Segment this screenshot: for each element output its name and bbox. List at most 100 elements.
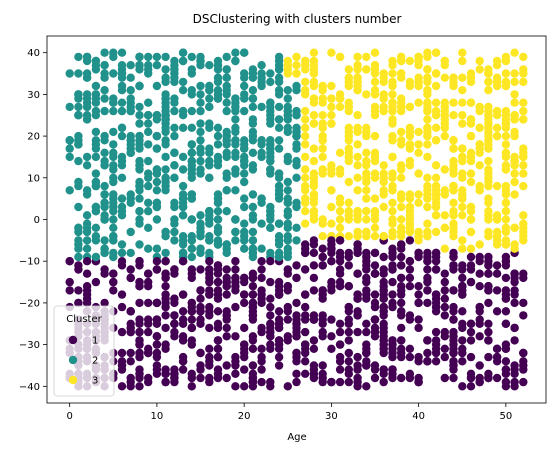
data-point [74, 94, 83, 103]
data-point [327, 257, 336, 266]
y-tick-label: −40 [19, 382, 40, 393]
data-point [257, 136, 266, 145]
data-point [301, 207, 310, 216]
data-point [152, 244, 162, 253]
data-point [466, 131, 476, 141]
data-point [449, 357, 458, 366]
data-point [379, 252, 388, 262]
legend-box [53, 305, 115, 397]
data-point [353, 232, 362, 241]
data-point [178, 319, 188, 328]
data-point [266, 223, 275, 232]
data-point [283, 219, 292, 228]
y-tick-label: 10 [27, 173, 40, 184]
data-point [449, 261, 458, 270]
data-point [379, 202, 388, 212]
data-point [117, 348, 127, 358]
data-point [196, 119, 205, 128]
data-point [458, 236, 467, 245]
data-point [274, 352, 284, 362]
data-point [519, 377, 528, 387]
data-point [144, 119, 153, 128]
data-point [510, 298, 519, 308]
data-point [440, 98, 449, 107]
data-point [109, 194, 118, 203]
data-point [65, 152, 74, 162]
data-point [283, 177, 292, 187]
data-point [405, 273, 415, 283]
data-point [379, 307, 388, 316]
data-point [492, 373, 502, 383]
data-point [344, 336, 353, 345]
data-point [431, 248, 441, 258]
data-point [231, 102, 240, 112]
data-point [257, 298, 266, 308]
data-point [370, 365, 380, 374]
data-point [309, 48, 319, 57]
legend-label: 3 [92, 376, 98, 387]
data-point [388, 152, 397, 162]
data-point [222, 361, 231, 370]
data-point [109, 277, 118, 287]
data-point [266, 319, 275, 328]
data-point [126, 382, 135, 391]
data-point [344, 232, 353, 241]
data-point [335, 248, 345, 258]
data-point [135, 60, 144, 70]
data-point [196, 106, 205, 116]
data-point [109, 140, 118, 149]
data-point [274, 323, 284, 333]
data-point [301, 152, 310, 162]
data-point [292, 202, 301, 212]
data-point [388, 244, 397, 253]
data-point [353, 140, 362, 149]
data-point [266, 119, 275, 128]
data-point [414, 140, 423, 149]
data-point [91, 144, 101, 153]
data-point [519, 169, 528, 178]
data-point [126, 348, 135, 358]
data-point [431, 265, 441, 274]
data-point [414, 52, 423, 62]
data-point [370, 48, 380, 57]
data-point [449, 186, 458, 195]
data-point [135, 140, 144, 149]
data-point [318, 244, 327, 253]
data-point [344, 315, 353, 324]
data-point [301, 60, 310, 70]
data-point [117, 240, 127, 249]
data-point [152, 361, 162, 370]
data-point [117, 248, 127, 258]
data-point [344, 123, 353, 132]
data-point [231, 136, 240, 145]
x-tick-label: 50 [500, 411, 513, 422]
data-point [362, 319, 371, 328]
data-point [266, 156, 275, 166]
data-point [292, 131, 301, 141]
data-point [388, 181, 397, 191]
data-point [240, 106, 249, 116]
data-point [170, 98, 179, 107]
data-point [492, 261, 502, 270]
data-point [222, 152, 231, 162]
points-layer [65, 48, 528, 391]
data-point [178, 181, 188, 191]
data-point [222, 332, 231, 341]
data-point [335, 277, 345, 287]
data-point [74, 69, 83, 78]
data-point [213, 277, 223, 287]
data-point [301, 265, 310, 274]
y-axis: −40 −30 −20 −10 0 10 20 30 40 [19, 48, 47, 393]
data-point [405, 144, 415, 153]
data-point [458, 119, 467, 128]
data-point [152, 60, 162, 70]
data-point [144, 223, 153, 232]
data-point [492, 181, 502, 191]
data-point [405, 344, 415, 353]
data-point [510, 377, 519, 387]
data-point [440, 244, 449, 253]
data-point [466, 115, 476, 124]
data-point [458, 152, 467, 162]
data-point [161, 323, 170, 333]
data-point [475, 148, 484, 157]
